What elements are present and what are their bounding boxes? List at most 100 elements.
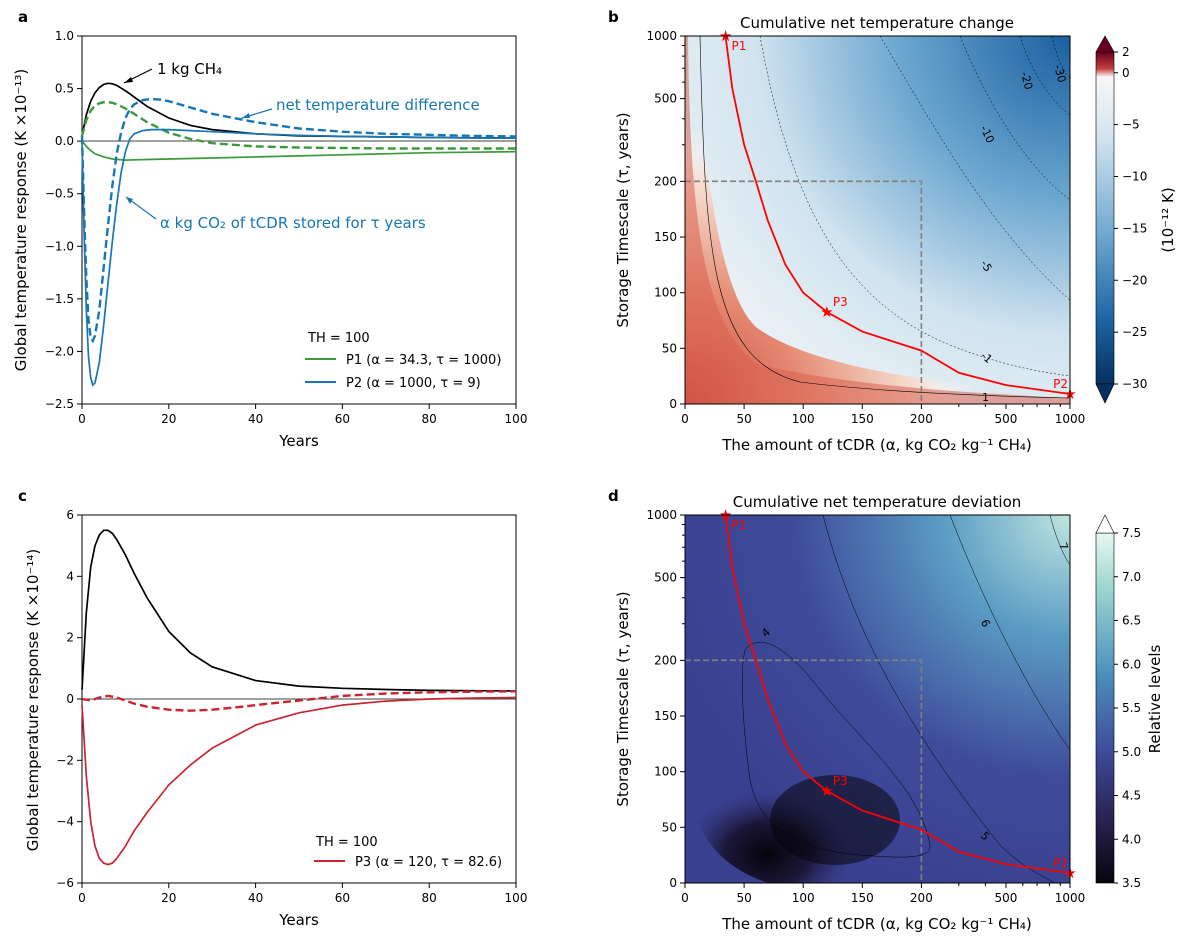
colorbar-tick-label: 6.0 bbox=[1122, 657, 1141, 671]
panel-label-d: d bbox=[608, 487, 619, 505]
contour-line-minus5 bbox=[879, 36, 1070, 301]
series-line-ch4 bbox=[81, 529, 517, 692]
x-tick-label: 150 bbox=[851, 891, 874, 905]
y-tick-label: −6 bbox=[56, 876, 74, 890]
panel-d-heatmap: Cumulative net temperature deviation 4 5… bbox=[614, 493, 1164, 933]
arrowhead-icon bbox=[124, 77, 133, 83]
x-tick-label: 0 bbox=[78, 412, 86, 426]
panel-a-line-chart: 0 20 40 60 80 100 1.0 0.5 0.0 −0.5 −1.0 −1.5 −2.0 −2.… bbox=[12, 29, 527, 450]
x-tick-label: 80 bbox=[422, 412, 437, 426]
y-tick-label: 0 bbox=[669, 397, 677, 411]
colorbar-b bbox=[1095, 51, 1115, 385]
x-tick-label: 100 bbox=[505, 412, 528, 426]
panel-label-a: a bbox=[18, 8, 28, 26]
colorbar-d-top-arrow bbox=[1095, 514, 1115, 534]
y-tick-label: 0.5 bbox=[55, 82, 74, 96]
x-tick-label: 500 bbox=[995, 891, 1018, 905]
series-line-p1_net bbox=[80, 101, 516, 150]
y-tick-label: 150 bbox=[654, 230, 677, 244]
panel-label-b: b bbox=[608, 8, 619, 26]
colorbar-tick-label: 7.5 bbox=[1122, 526, 1141, 540]
point-label-p3: P3 bbox=[833, 295, 848, 309]
colorbar-tick-label: −25 bbox=[1122, 325, 1147, 339]
y-tick-label: 50 bbox=[662, 820, 677, 834]
x-tick-label: 20 bbox=[161, 891, 176, 905]
colorbar-tick-label: 2 bbox=[1122, 45, 1130, 59]
colorbar-tick-label: 4.5 bbox=[1122, 789, 1141, 803]
contour-label: -20 bbox=[1018, 70, 1035, 91]
contour-label: 6 bbox=[978, 617, 993, 629]
y-tick-label: 4 bbox=[66, 569, 74, 583]
colorbar-tick-label: −15 bbox=[1122, 221, 1147, 235]
colorbar-tick-label: −20 bbox=[1122, 273, 1147, 287]
y-tick-label: −2.5 bbox=[45, 397, 74, 411]
x-tick-label: 50 bbox=[736, 891, 751, 905]
colorbar-tick-label: −30 bbox=[1122, 377, 1147, 391]
panel-c-legend-title: TH = 100 bbox=[315, 835, 378, 850]
star-marker-p3: ★ bbox=[820, 782, 833, 800]
contour-line-minus30 bbox=[1051, 36, 1070, 79]
panel-c-legend-p3: P3 (α = 120, τ = 82.6) bbox=[355, 855, 502, 870]
y-tick-label: 500 bbox=[654, 571, 677, 585]
contour-line-7 bbox=[1049, 515, 1070, 566]
x-tick-label: 50 bbox=[736, 412, 751, 426]
y-tick-label: 500 bbox=[654, 92, 677, 106]
y-tick-label: 1000 bbox=[646, 508, 677, 522]
series-line-p1_co2 bbox=[81, 140, 517, 161]
y-tick-label: 200 bbox=[654, 653, 677, 667]
panel-a-plot-area bbox=[81, 35, 517, 405]
x-tick-label: 150 bbox=[851, 412, 874, 426]
y-tick-label: 0 bbox=[66, 692, 74, 706]
panel-b-xlabel: The amount of tCDR (α, kg CO₂ kg⁻¹ CH₄) bbox=[721, 436, 1031, 454]
annotation-net-difference: net temperature difference bbox=[276, 96, 480, 114]
y-tick-label: 50 bbox=[662, 341, 677, 355]
point-label-p2: P2 bbox=[1053, 856, 1068, 870]
annotation-co2-stored: α kg CO₂ of tCDR stored for τ years bbox=[160, 214, 426, 232]
x-tick-label: 200 bbox=[910, 891, 933, 905]
x-tick-label: 100 bbox=[505, 891, 528, 905]
panel-d-title: Cumulative net temperature deviation bbox=[733, 493, 1022, 511]
y-tick-label: 200 bbox=[654, 174, 677, 188]
x-tick-label: 80 bbox=[422, 891, 437, 905]
heatmap-d-dark-inner bbox=[770, 775, 900, 865]
panel-d-plot-area bbox=[684, 514, 1071, 884]
panel-c-xlabel: Years bbox=[278, 911, 319, 929]
panel-b-ylabel: Storage Timescale (τ, years) bbox=[614, 112, 632, 327]
colorbar-tick-label: 5.5 bbox=[1122, 701, 1141, 715]
panel-c-ylabel: Global temperature response (K ×10⁻¹⁴) bbox=[24, 549, 42, 851]
y-tick-label: −4 bbox=[56, 815, 74, 829]
annotation-ch4: 1 kg CH₄ bbox=[157, 60, 222, 78]
point-label-p1: P1 bbox=[732, 518, 747, 532]
colorbar-tick-label: 0 bbox=[1122, 66, 1130, 80]
colorbar-tick-label: −10 bbox=[1122, 170, 1147, 184]
y-tick-label: 2 bbox=[66, 631, 74, 645]
y-tick-label: −1.0 bbox=[45, 239, 74, 253]
heatmap-b-warm-core bbox=[685, 36, 1070, 404]
series-line-p2_net bbox=[80, 97, 517, 344]
series-line-p3_co2 bbox=[81, 696, 517, 866]
colorbar-b-top-arrow bbox=[1095, 35, 1115, 53]
contour-label: 1 bbox=[982, 391, 989, 404]
x-tick-label: 1000 bbox=[1055, 412, 1086, 426]
x-tick-label: 1000 bbox=[1055, 891, 1086, 905]
equal-effect-curve bbox=[724, 35, 1071, 395]
colorbar-d-label: Relative levels bbox=[1146, 644, 1164, 753]
panel-a-legend-p1: P1 (α = 34.3, τ = 1000) bbox=[346, 353, 501, 368]
colorbar-tick-label: 4.0 bbox=[1122, 832, 1141, 846]
x-tick-label: 200 bbox=[910, 412, 933, 426]
colorbar-tick-label: 6.5 bbox=[1122, 614, 1141, 628]
contour-line-minus10 bbox=[959, 36, 1070, 201]
x-tick-label: 0 bbox=[681, 891, 689, 905]
x-tick-label: 60 bbox=[335, 891, 350, 905]
colorbar-d bbox=[1095, 532, 1115, 884]
y-tick-label: 100 bbox=[654, 765, 677, 779]
y-tick-label: 1000 bbox=[646, 29, 677, 43]
arrowhead-icon bbox=[126, 197, 133, 204]
y-tick-label: −1.5 bbox=[45, 292, 74, 306]
contour-label: 7 bbox=[1056, 541, 1071, 552]
equal-effect-curve bbox=[724, 514, 1071, 874]
x-tick-label: 40 bbox=[248, 412, 263, 426]
contour-line-6 bbox=[949, 515, 1070, 751]
colorbar-tick-label: 5.0 bbox=[1122, 745, 1141, 759]
x-tick-label: 40 bbox=[248, 891, 263, 905]
